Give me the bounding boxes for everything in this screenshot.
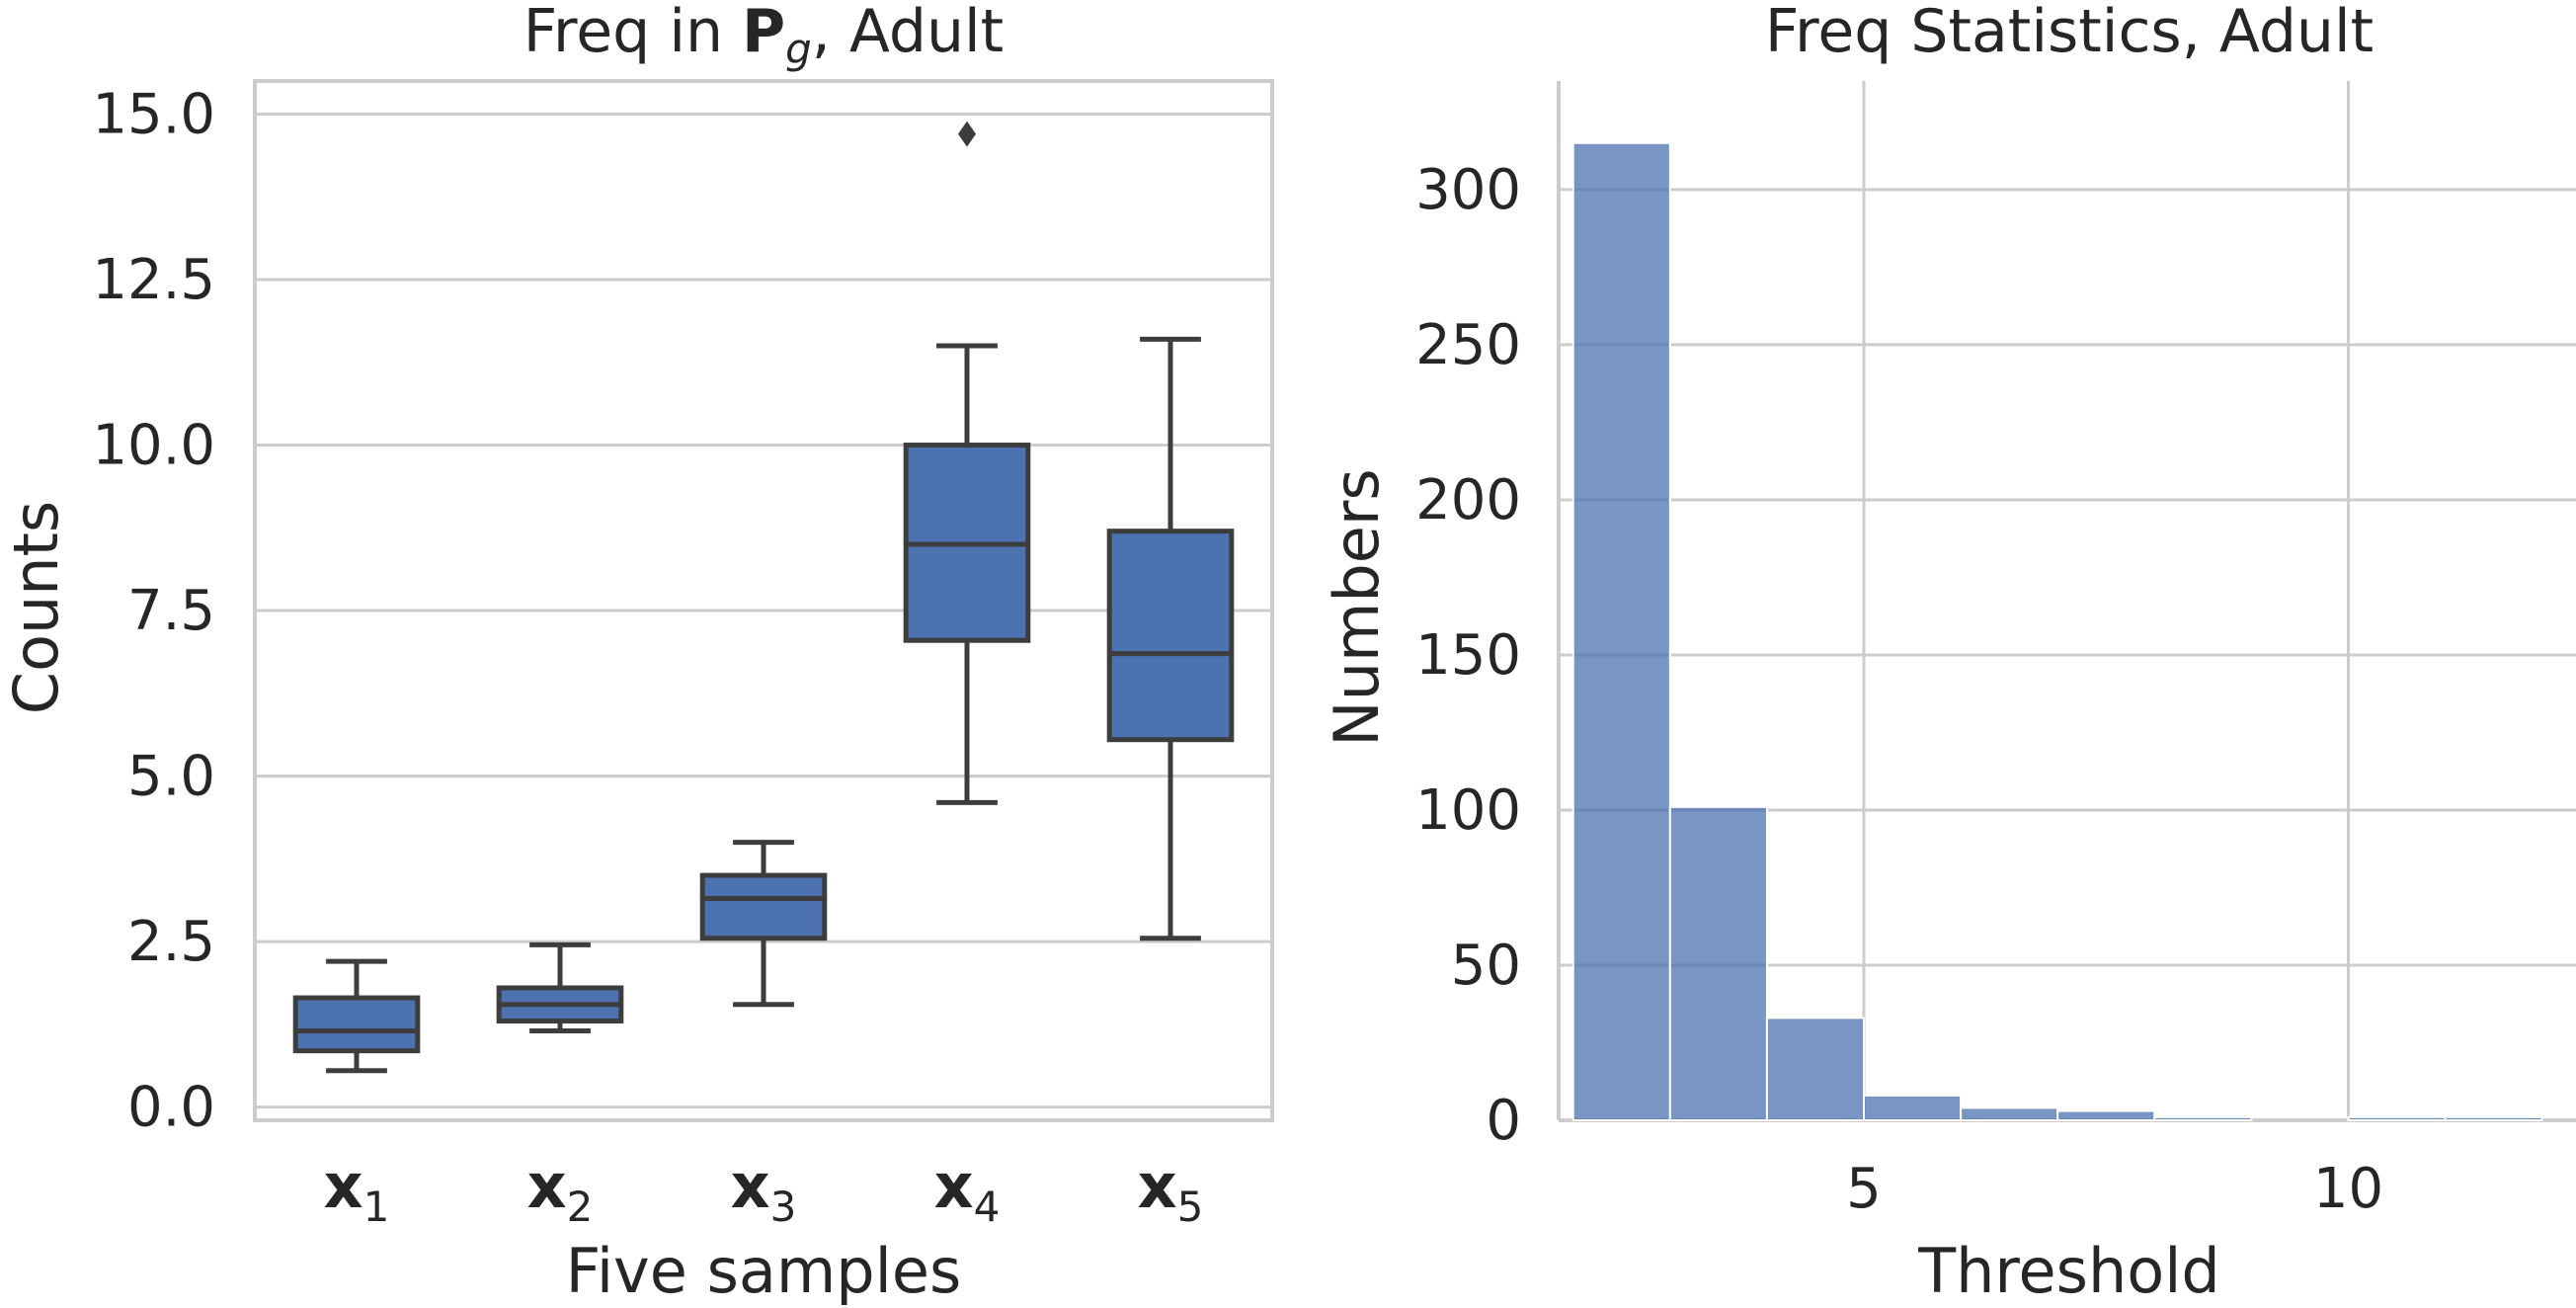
boxplot-x-tick-label: x1 <box>324 1150 390 1231</box>
boxplot-y-tick-label: 7.5 <box>127 579 215 643</box>
histogram-bar <box>2056 1109 2156 1121</box>
histogram-bar <box>1863 1094 1963 1121</box>
histogram-y-tick-label: 50 <box>1451 934 1521 998</box>
histogram-y-tick-label: 250 <box>1415 313 1521 377</box>
boxplot-x-tick-label: x2 <box>527 1150 594 1231</box>
histogram-bar <box>2153 1115 2253 1122</box>
boxplot-x-tick-label: x5 <box>1138 1150 1204 1231</box>
histogram-title: Freq Statistics, Adult <box>1765 0 2374 66</box>
histogram-bar <box>2347 1115 2447 1122</box>
histogram-y-axis-label: Numbers <box>1321 468 1393 746</box>
histogram-y-tick-label: 150 <box>1415 623 1521 688</box>
boxplot-y-tick-label: 15.0 <box>92 83 215 147</box>
histogram-y-tick-label: 100 <box>1415 778 1521 843</box>
boxplot-gridlines <box>255 113 1272 1109</box>
histogram-bars <box>1571 141 2543 1122</box>
histogram-chart: 0 50 100 150 200 250 300 5 10 Freq Statistics, … <box>1321 0 2576 1307</box>
histogram-y-ticks: 0 50 100 150 200 250 300 <box>1415 158 1521 1153</box>
outlier-marker <box>958 121 976 147</box>
histogram-x-tick-label: 5 <box>1846 1157 1882 1221</box>
boxplot-frame <box>253 79 1274 1122</box>
histogram-y-tick-label: 300 <box>1415 158 1521 222</box>
boxplot-marks <box>292 121 1235 1074</box>
histogram-x-tick-label: 10 <box>2313 1157 2383 1221</box>
boxplot-x-axis-label: Five samples <box>566 1235 962 1307</box>
histogram-bar <box>1960 1106 2059 1122</box>
boxplot-y-ticks: 0.0 2.5 5.0 7.5 10.0 12.5 15.0 <box>92 83 215 1140</box>
boxplot-y-axis-label: Counts <box>0 501 72 714</box>
histogram-bar <box>1668 805 1768 1121</box>
histogram-y-tick-label: 0 <box>1486 1089 1521 1153</box>
histogram-bar <box>1571 141 1671 1121</box>
interquartile-box <box>699 872 828 941</box>
box-sample-5 <box>1106 336 1235 941</box>
box-sample-2 <box>496 941 624 1034</box>
boxplot-y-tick-label: 2.5 <box>127 910 215 974</box>
histogram-bar <box>1765 1017 1866 1121</box>
boxplot-y-tick-label: 12.5 <box>92 248 215 312</box>
box-sample-4 <box>903 121 1031 805</box>
box-sample-1 <box>292 958 421 1074</box>
histogram-x-ticks: 5 10 <box>1846 1157 2383 1221</box>
boxplot-x-tick-label: x3 <box>731 1150 797 1231</box>
interquartile-box <box>1106 529 1235 743</box>
histogram-y-tick-label: 200 <box>1415 468 1521 532</box>
boxplot-title: Freq in Pg, Adult <box>523 0 1004 73</box>
boxplot-y-tick-label: 0.0 <box>127 1076 215 1140</box>
boxplot-chart: 0.0 2.5 5.0 7.5 10.0 12.5 15.0 x1 x2 x3 x4 x5 Freq… <box>0 0 1274 1307</box>
box-sample-3 <box>699 840 828 1008</box>
boxplot-x-ticks: x1 x2 x3 x4 x5 <box>324 1150 1204 1231</box>
histogram-x-axis-label: Threshold <box>1917 1235 2220 1307</box>
histogram-bar <box>2444 1115 2543 1122</box>
boxplot-x-tick-label: x4 <box>934 1150 1001 1231</box>
boxplot-y-tick-label: 10.0 <box>92 414 215 478</box>
boxplot-y-tick-label: 5.0 <box>127 745 215 809</box>
interquartile-box <box>292 995 421 1054</box>
